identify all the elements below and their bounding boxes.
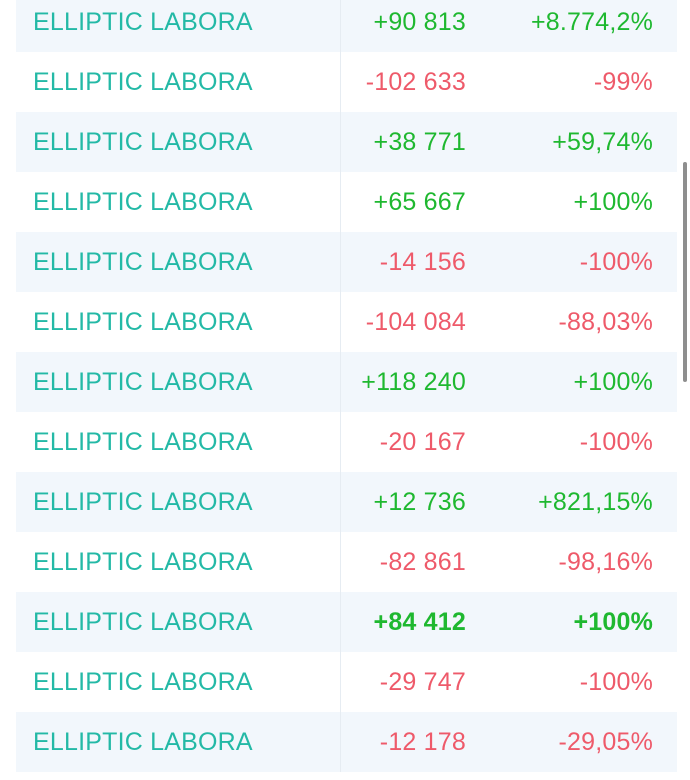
change-amount: +84 412 (373, 607, 466, 636)
stock-name[interactable]: ELLIPTIC LABORA (33, 247, 253, 276)
table-row[interactable]: ELLIPTIC LABORA -82 861 -98,16% (16, 532, 677, 592)
change-percent: +100% (573, 367, 653, 396)
change-amount: +90 813 (373, 7, 466, 36)
stock-name[interactable]: ELLIPTIC LABORA (33, 727, 253, 756)
table-row[interactable]: ELLIPTIC LABORA -20 167 -100% (16, 412, 677, 472)
change-amount: -14 156 (379, 247, 466, 276)
column-divider (340, 712, 341, 772)
table-row[interactable]: ELLIPTIC LABORA -104 084 -88,03% (16, 292, 677, 352)
column-divider (340, 352, 341, 412)
stock-name[interactable]: ELLIPTIC LABORA (33, 67, 253, 96)
change-amount: -82 861 (379, 547, 466, 576)
change-percent: -98,16% (558, 547, 653, 576)
column-divider (340, 472, 341, 532)
change-percent: -88,03% (558, 307, 653, 336)
change-amount: -12 178 (379, 727, 466, 756)
transactions-table: ELLIPTIC LABORA +90 813 +8.774,2% ELLIPT… (16, 0, 677, 772)
stock-name[interactable]: ELLIPTIC LABORA (33, 547, 253, 576)
column-divider (340, 292, 341, 352)
stock-name[interactable]: ELLIPTIC LABORA (33, 127, 253, 156)
change-percent: +821,15% (538, 487, 653, 516)
table-row[interactable]: ELLIPTIC LABORA +65 667 +100% (16, 172, 677, 232)
stock-name[interactable]: ELLIPTIC LABORA (33, 307, 253, 336)
table-row[interactable]: ELLIPTIC LABORA -29 747 -100% (16, 652, 677, 712)
table-row[interactable]: ELLIPTIC LABORA -102 633 -99% (16, 52, 677, 112)
table-row[interactable]: ELLIPTIC LABORA -12 178 -29,05% (16, 712, 677, 772)
column-divider (340, 592, 341, 652)
table-row[interactable]: ELLIPTIC LABORA +118 240 +100% (16, 352, 677, 412)
column-divider (340, 412, 341, 472)
change-percent: -100% (579, 247, 653, 276)
stock-name[interactable]: ELLIPTIC LABORA (33, 367, 253, 396)
change-amount: +38 771 (373, 127, 466, 156)
change-percent: +100% (573, 607, 653, 636)
change-amount: +12 736 (373, 487, 466, 516)
column-divider (340, 52, 341, 112)
change-percent: -29,05% (558, 727, 653, 756)
stock-name[interactable]: ELLIPTIC LABORA (33, 427, 253, 456)
change-amount: -20 167 (379, 427, 466, 456)
table-row[interactable]: ELLIPTIC LABORA +84 412 +100% (16, 592, 677, 652)
stock-name[interactable]: ELLIPTIC LABORA (33, 187, 253, 216)
stock-name[interactable]: ELLIPTIC LABORA (33, 7, 253, 36)
table-row[interactable]: ELLIPTIC LABORA -14 156 -100% (16, 232, 677, 292)
change-percent: +8.774,2% (530, 7, 653, 36)
table-row[interactable]: ELLIPTIC LABORA +12 736 +821,15% (16, 472, 677, 532)
column-divider (340, 0, 341, 52)
change-amount: -102 633 (365, 67, 466, 96)
change-percent: -100% (579, 667, 653, 696)
change-percent: +59,74% (552, 127, 653, 156)
change-amount: +65 667 (373, 187, 466, 216)
column-divider (340, 232, 341, 292)
change-percent: +100% (573, 187, 653, 216)
change-percent: -100% (579, 427, 653, 456)
change-percent: -99% (593, 67, 653, 96)
table-row[interactable]: ELLIPTIC LABORA +38 771 +59,74% (16, 112, 677, 172)
stock-name[interactable]: ELLIPTIC LABORA (33, 607, 253, 636)
stock-name[interactable]: ELLIPTIC LABORA (33, 667, 253, 696)
scrollbar-thumb[interactable] (683, 162, 687, 382)
column-divider (340, 172, 341, 232)
table-row[interactable]: ELLIPTIC LABORA +90 813 +8.774,2% (16, 0, 677, 52)
change-amount: -104 084 (365, 307, 466, 336)
change-amount: +118 240 (361, 367, 466, 396)
column-divider (340, 112, 341, 172)
change-amount: -29 747 (379, 667, 466, 696)
stock-name[interactable]: ELLIPTIC LABORA (33, 487, 253, 516)
column-divider (340, 532, 341, 592)
column-divider (340, 652, 341, 712)
